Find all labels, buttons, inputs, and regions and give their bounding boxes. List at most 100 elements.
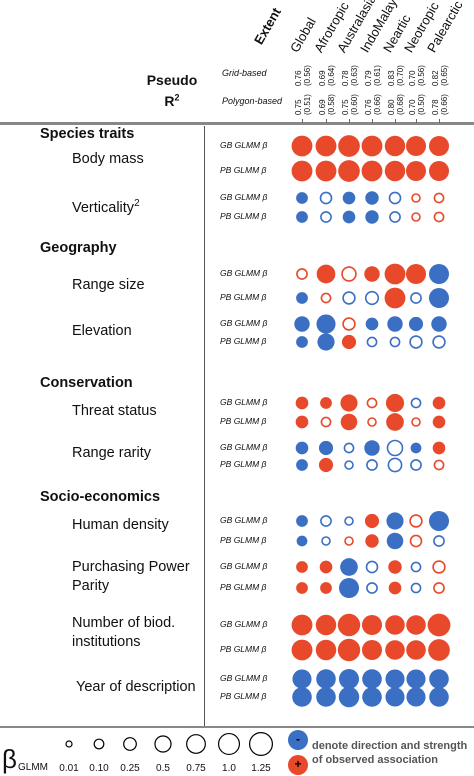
- beta-bubble: [428, 287, 450, 309]
- beta-bubble: [362, 669, 382, 689]
- beta-bubble: [318, 440, 334, 456]
- beta-bubble: [296, 292, 308, 304]
- legend-negative-circle: [288, 730, 308, 750]
- beta-bubble: [319, 191, 333, 205]
- beta-bubble: [296, 561, 308, 573]
- legend-size-circle: [154, 735, 172, 753]
- variable-label: Number of biod. institutions: [72, 615, 176, 650]
- beta-bubble: [342, 210, 356, 224]
- beta-bubble: [410, 442, 422, 454]
- gb-glmm-label: GB GLMM β: [220, 561, 268, 571]
- beta-bubble: [384, 160, 406, 182]
- beta-bubble: [432, 560, 446, 574]
- pb-glmm-label: PB GLMM β: [220, 211, 267, 221]
- beta-bubble: [428, 510, 450, 532]
- beta-bubble: [364, 440, 380, 456]
- beta-bubble: [433, 582, 445, 594]
- beta-bubble: [432, 415, 446, 429]
- beta-bubble: [364, 513, 380, 529]
- beta-bubble: [388, 560, 402, 574]
- gb-glmm-label: GB GLMM β: [220, 619, 268, 629]
- legend-circles: [65, 730, 308, 775]
- pb-glmm-label: PB GLMM β: [220, 165, 267, 175]
- beta-bubble: [344, 536, 354, 546]
- legend-size-circle: [217, 732, 241, 756]
- variable-label: Year of description: [76, 679, 196, 695]
- beta-bubble: [405, 263, 427, 285]
- beta-bubble: [432, 335, 446, 349]
- variable-label: Body mass: [72, 151, 144, 167]
- beta-bubble: [406, 640, 426, 660]
- beta-bubble: [384, 287, 406, 309]
- beta-bubble: [295, 415, 309, 429]
- gb-glmm-label: GB GLMM β: [220, 192, 268, 202]
- beta-bubble: [296, 535, 308, 547]
- beta-bubble: [338, 160, 360, 182]
- beta-bubble: [316, 314, 336, 334]
- gb-glmm-label: GB GLMM β: [220, 268, 268, 278]
- pb-glmm-label: PB GLMM β: [220, 292, 267, 302]
- beta-bubble: [292, 669, 312, 689]
- beta-bubble: [291, 160, 313, 182]
- beta-bubble: [340, 413, 358, 431]
- variable-label: Human density: [72, 517, 169, 533]
- beta-bubble: [315, 135, 337, 157]
- beta-bubble: [406, 669, 426, 689]
- section-title: Geography: [40, 240, 117, 256]
- legend-value: 0.01: [59, 763, 79, 774]
- beta-bubble: [428, 160, 450, 182]
- beta-bubble: [411, 212, 421, 222]
- beta-bubble: [409, 335, 423, 349]
- vertical-divider: [204, 126, 205, 726]
- beta-bubble: [361, 614, 383, 636]
- legend-value: 0.10: [89, 763, 109, 774]
- pb-glmm-label: PB GLMM β: [220, 416, 267, 426]
- beta-bubble: [294, 316, 310, 332]
- beta-bubble: [389, 336, 401, 348]
- beta-bubble: [386, 439, 404, 457]
- variable-label: Range size: [72, 277, 145, 293]
- beta-bubble: [365, 534, 379, 548]
- legend-minus-label: -: [296, 732, 300, 746]
- beta-bubble: [320, 292, 332, 304]
- beta-bubble: [433, 535, 445, 547]
- beta-bubble: [338, 577, 360, 599]
- beta-bubble: [292, 687, 312, 707]
- beta-bubble: [428, 135, 450, 157]
- beta-bubble: [410, 397, 422, 409]
- beta-bubble: [432, 441, 446, 455]
- legend-value: 0.5: [156, 763, 170, 774]
- legend-beta: β: [2, 744, 17, 774]
- beta-bubble: [429, 687, 449, 707]
- beta-bubble: [317, 333, 335, 351]
- beta-bubble: [344, 516, 354, 526]
- pb-glmm-label: PB GLMM β: [220, 582, 267, 592]
- beta-bubble: [388, 191, 402, 205]
- beta-bubble: [410, 582, 422, 594]
- beta-bubble: [386, 512, 404, 530]
- legend-size-circle: [93, 738, 105, 750]
- grid-based-label: Grid-based: [222, 68, 267, 78]
- legend-value: 0.25: [120, 763, 140, 774]
- beta-bubble: [338, 135, 360, 157]
- gb-glmm-label: GB GLMM β: [220, 515, 268, 525]
- section-title: Conservation: [40, 375, 133, 391]
- beta-bubble: [433, 192, 445, 204]
- legend-beta-sub: GLMM: [18, 762, 48, 773]
- beta-bubble: [388, 581, 402, 595]
- beta-bubble: [408, 316, 424, 332]
- pb-glmm-label: PB GLMM β: [220, 535, 267, 545]
- beta-bubble: [315, 614, 337, 636]
- legend-value: 1.0: [222, 763, 236, 774]
- beta-bubble: [432, 396, 446, 410]
- beta-bubble: [291, 135, 313, 157]
- beta-bubble: [342, 191, 356, 205]
- beta-bubble: [411, 417, 421, 427]
- polygon-based-label: Polygon-based: [222, 96, 283, 106]
- pseudo-label: Pseudo: [146, 72, 198, 88]
- beta-bubble: [319, 560, 333, 574]
- beta-bubble: [366, 582, 378, 594]
- gb-glmm-label: GB GLMM β: [220, 673, 268, 683]
- beta-bubble: [366, 336, 378, 348]
